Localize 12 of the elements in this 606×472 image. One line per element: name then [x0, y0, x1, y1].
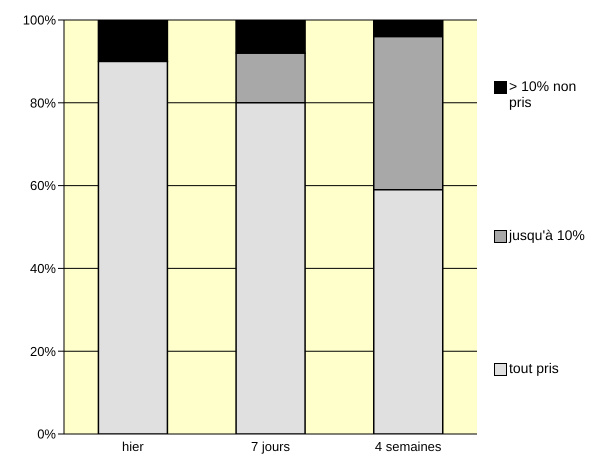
legend-label: jusqu'à 10% — [509, 226, 585, 243]
legend-label: tout pris — [509, 360, 559, 376]
y-tick-label: 60% — [30, 178, 56, 194]
x-tick-label: hier — [122, 439, 144, 454]
y-tick-label: 100% — [22, 12, 56, 28]
y-tick-label: 0% — [37, 426, 56, 442]
x-tick-label: 4 semaines — [374, 439, 442, 454]
legend-label: > 10% non pris — [509, 78, 578, 110]
y-tick-label: 20% — [30, 344, 56, 359]
y-tick-label: 40% — [30, 261, 56, 276]
x-tick-label: 7 jours — [250, 439, 291, 454]
y-tick-label: 80% — [30, 95, 56, 110]
